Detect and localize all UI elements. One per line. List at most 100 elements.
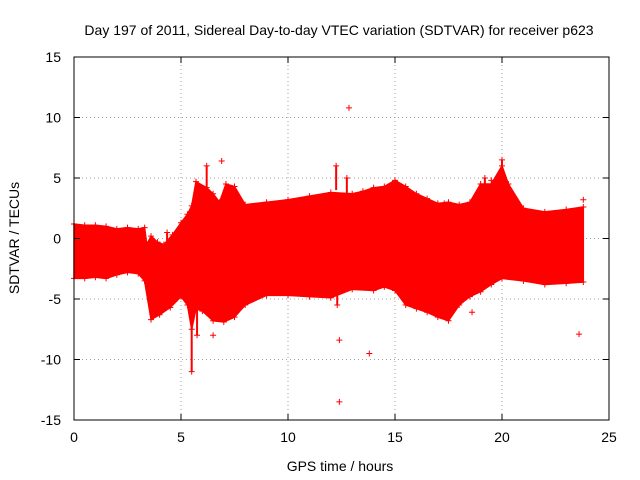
band-upper-point [285,196,291,203]
band-lower-point [413,305,420,312]
band-lower-point [370,287,377,294]
outlier-point [210,332,217,339]
band-lower-point [580,279,587,286]
y-tick-label: 0 [53,231,61,247]
band-upper-point [124,224,131,231]
spike-end-point [481,175,488,181]
x-tick-label: 20 [494,429,510,445]
band-lower-point [424,309,431,316]
spike-end-point [194,332,201,339]
band-lower-point [306,293,313,300]
sdtvar-band [73,164,585,330]
outlier-point [336,337,343,344]
spike-end-point [333,162,340,169]
spike-end-point [164,229,171,236]
band-lower-point [520,277,527,284]
band-upper-point [188,202,195,209]
band-upper-point [192,178,199,185]
band-lower-point [499,275,505,282]
band-upper-point [169,231,176,238]
band-lower-point [541,281,548,288]
band-lower-point [210,317,217,324]
band-upper-point [92,222,99,229]
x-tick-label: 10 [280,429,296,445]
band-upper-point [242,201,249,208]
band-upper-point [392,177,398,184]
spike-end-point [188,368,195,375]
outlier-point [441,200,448,207]
band-upper-point [370,184,377,191]
outlier-point [469,309,476,316]
band-lower-point [103,275,110,282]
band-lower-point [184,302,191,309]
spike-end-point [499,156,505,163]
band-lower-point [178,293,184,300]
band-upper-point [81,222,88,229]
spike-end-point [343,175,350,181]
band-upper-point [563,206,570,213]
band-upper-point [520,205,527,212]
band-lower-point [231,314,238,321]
band-lower-point [488,281,495,288]
band-upper-point [263,199,270,206]
band-lower-point [563,280,570,287]
y-tick-label: 15 [45,49,61,65]
band-lower-point [466,293,473,300]
band-lower-point [167,304,174,311]
y-axis-label: SDTVAR / TECUs [6,182,22,294]
outlier-point [580,196,587,203]
band-upper-point [113,225,120,232]
band-upper-point [381,183,388,190]
band-upper-point [445,199,452,206]
chart-title: Day 197 of 2011, Sidereal Day-to-day VTE… [84,22,593,38]
band-upper-point [466,199,473,206]
band-upper-point [424,195,431,202]
outlier-point [366,350,373,357]
band-upper-point [349,190,356,197]
band-upper-point [306,193,313,200]
x-tick-label: 25 [601,429,617,445]
band-upper-point [143,241,150,248]
band-lower-point [135,270,142,277]
y-tick-label: -15 [41,412,61,428]
band-upper-point [160,241,167,248]
band-upper-point [541,208,548,215]
band-upper-point [402,183,409,190]
band-lower-point [124,269,131,276]
band-lower-point [148,316,155,323]
outlier-point [336,398,343,405]
band-upper-point [210,190,217,197]
band-lower-point [445,317,452,324]
band-upper-point [178,219,184,226]
band-lower-point [156,311,163,318]
y-tick-label: -5 [49,291,62,307]
band-upper-point [216,199,223,206]
band-lower-point [349,286,356,293]
band-lower-point [285,292,291,299]
band-upper-point [184,211,191,218]
band-upper-point [222,181,229,188]
x-tick-label: 5 [177,429,185,445]
spike-end-point [203,162,210,169]
band-upper-point [231,183,238,190]
band-upper-point [413,190,420,197]
outlier-point [145,280,152,287]
band-upper-point [103,223,110,230]
band-lower-point [81,275,88,282]
band-lower-point [477,288,484,295]
x-axis-label: GPS time / hours [287,458,394,474]
band-lower-point [392,287,398,294]
x-tick-label: 15 [387,429,403,445]
band-lower-point [199,308,206,315]
band-lower-point [113,271,120,278]
band-lower-point [381,283,388,290]
outlier-point [488,177,495,184]
band-lower-point [327,294,334,301]
band-upper-point [477,181,484,188]
band-lower-point [402,302,409,309]
band-lower-point [141,277,148,284]
outlier-point [218,158,225,165]
spike-end-point [334,302,341,309]
outlier-point [576,331,583,338]
